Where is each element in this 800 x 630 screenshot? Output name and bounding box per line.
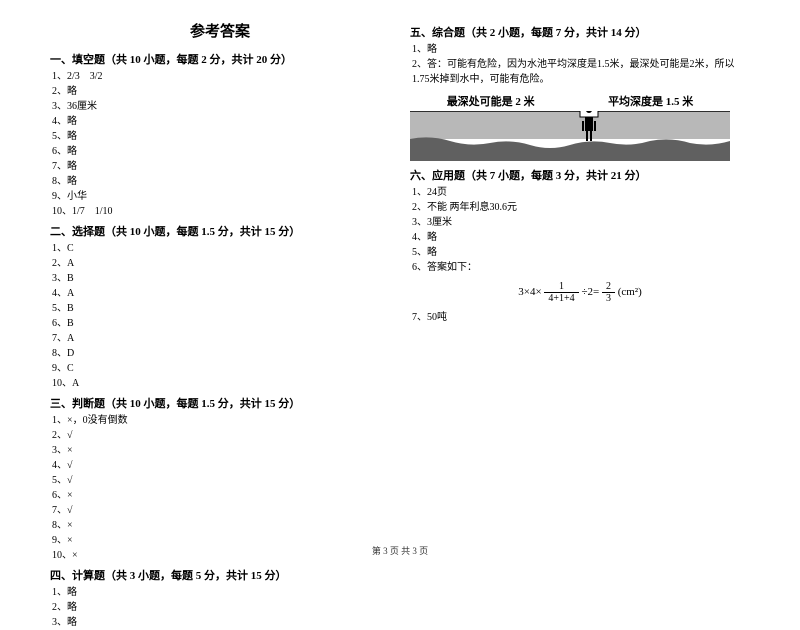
answer-item: 8、D xyxy=(52,346,390,361)
left-column: 参考答案 一、填空题（共 10 小题，每题 2 分，共计 20 分） 1、2/3… xyxy=(40,20,400,555)
answer-item: 8、略 xyxy=(52,174,390,189)
answer-item: 6、答案如下： xyxy=(412,260,750,275)
answer-item: 7、√ xyxy=(52,503,390,518)
answer-item: 2、答：可能有危险，因为水池平均深度是1.5米，最深处可能是2米，所以1.75米… xyxy=(412,57,750,87)
diagram-label-left: 最深处可能是 2 米 xyxy=(447,93,535,109)
answer-item: 2、√ xyxy=(52,428,390,443)
section-1-header: 一、填空题（共 10 小题，每题 2 分，共计 20 分） xyxy=(50,51,390,67)
answer-item: 7、略 xyxy=(52,159,390,174)
answer-item: 10、1/7 1/10 xyxy=(52,204,390,219)
answer-item: 9、小华 xyxy=(52,189,390,204)
answer-item: 1、略 xyxy=(412,42,750,57)
page-title: 参考答案 xyxy=(50,20,390,41)
answer-item: 6、B xyxy=(52,316,390,331)
answer-item: 1、C xyxy=(52,241,390,256)
answer-item: 1、略 xyxy=(52,585,390,600)
answer-item: 2、略 xyxy=(52,600,390,615)
answer-item: 1、×，0没有倒数 xyxy=(52,413,390,428)
answer-item: 8、× xyxy=(52,518,390,533)
answer-item: 2、A xyxy=(52,256,390,271)
answer-item: 5、略 xyxy=(52,129,390,144)
answer-item: 7、A xyxy=(52,331,390,346)
answer-item: 3、36厘米 xyxy=(52,99,390,114)
right-column: 五、综合题（共 2 小题，每题 7 分，共计 14 分） 1、略 2、答：可能有… xyxy=(400,20,760,555)
diagram-label-right: 平均深度是 1.5 米 xyxy=(608,93,693,109)
pool-svg xyxy=(410,111,730,161)
answer-item: 4、略 xyxy=(52,114,390,129)
answer-item: 2、不能 两年利息30.6元 xyxy=(412,200,750,215)
answer-item: 9、C xyxy=(52,361,390,376)
answer-item: 3、3厘米 xyxy=(412,215,750,230)
answer-item: 5、B xyxy=(52,301,390,316)
answer-item: 1、24页 xyxy=(412,185,750,200)
page-footer: 第 3 页 共 3 页 xyxy=(0,544,800,557)
answer-item: 7、50吨 xyxy=(412,310,750,325)
answer-item: 3、× xyxy=(52,443,390,458)
answer-item: 6、× xyxy=(52,488,390,503)
answer-item: 2、略 xyxy=(52,84,390,99)
answer-item: 5、略 xyxy=(412,245,750,260)
answer-item: 4、略 xyxy=(412,230,750,245)
section-5-header: 五、综合题（共 2 小题，每题 7 分，共计 14 分） xyxy=(410,24,750,40)
answer-item: 4、√ xyxy=(52,458,390,473)
fraction-2: 2 3 xyxy=(602,281,615,304)
formula-suffix: (cm²) xyxy=(618,286,642,298)
section-6-header: 六、应用题（共 7 小题，每题 3 分，共计 21 分） xyxy=(410,167,750,183)
section-3-header: 三、判断题（共 10 小题，每题 1.5 分，共计 15 分） xyxy=(50,395,390,411)
answer-item: 6、略 xyxy=(52,144,390,159)
formula-mid: ÷2= xyxy=(581,286,599,298)
section-4-header: 四、计算题（共 3 小题，每题 5 分，共计 15 分） xyxy=(50,567,390,583)
answer-item: 3、B xyxy=(52,271,390,286)
formula: 3×4× 1 4+1+4 ÷2= 2 3 (cm²) xyxy=(410,281,750,304)
answer-item: 1、2/3 3/2 xyxy=(52,69,390,84)
answer-item: 10、A xyxy=(52,376,390,391)
fraction-1: 1 4+1+4 xyxy=(544,281,578,304)
pool-diagram: 最深处可能是 2 米 平均深度是 1.5 米 xyxy=(410,93,730,161)
answer-item: 5、√ xyxy=(52,473,390,488)
section-2-header: 二、选择题（共 10 小题，每题 1.5 分，共计 15 分） xyxy=(50,223,390,239)
answer-item: 3、略 xyxy=(52,615,390,630)
answer-item: 4、A xyxy=(52,286,390,301)
formula-prefix: 3×4× xyxy=(518,286,541,298)
